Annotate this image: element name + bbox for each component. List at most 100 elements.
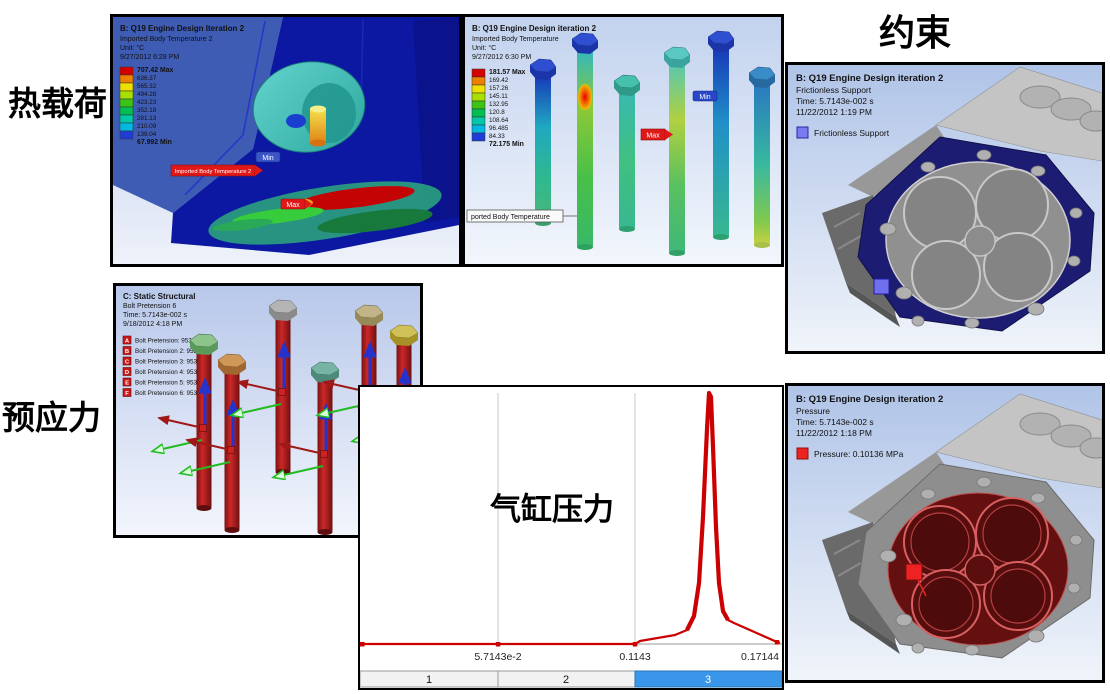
svg-text:F: F — [125, 391, 129, 397]
svg-text:Imported Body Temperature: Imported Body Temperature — [472, 36, 559, 43]
svg-text:9/27/2012 6:30 PM: 9/27/2012 6:30 PM — [472, 54, 531, 61]
svg-text:108.64: 108.64 — [489, 117, 509, 124]
svg-text:67.992 Min: 67.992 Min — [137, 139, 172, 146]
bolt-holes — [879, 476, 1083, 656]
pressure-load-render: B: Q19 Engine Design iteration 2 Pressur… — [788, 386, 1102, 680]
svg-text:Imported Body Temperature 2: Imported Body Temperature 2 — [175, 169, 252, 175]
svg-text:A: A — [125, 338, 130, 344]
svg-text:B: Q19 Engine Design iteration: B: Q19 Engine Design iteration 2 — [796, 394, 943, 405]
result-header: B: Q19 Engine Design iteration 2 Frictio… — [796, 73, 943, 117]
cylinder-head-model — [822, 66, 1102, 332]
label-cylinder-pressure: 气缸压力 — [490, 492, 614, 527]
valve-guide — [310, 109, 326, 143]
svg-text:Frictionless Support: Frictionless Support — [796, 85, 872, 95]
svg-text:96.485: 96.485 — [489, 125, 509, 132]
svg-text:72.175 Min: 72.175 Min — [489, 141, 524, 148]
svg-text:181.57 Max: 181.57 Max — [489, 69, 526, 76]
max-badge: Max — [280, 198, 312, 210]
svg-text:C: C — [125, 359, 130, 365]
probe-tag: Imported Body Temperature 2 — [170, 164, 263, 177]
result-header: C: Static Structural Bolt Pretension 6 T… — [123, 292, 195, 328]
svg-text:0.17144: 0.17144 — [741, 651, 779, 663]
max-temp-region — [295, 186, 415, 210]
svg-text:Bolt Pretension 2: 95396 N: Bolt Pretension 2: 95396 N — [135, 348, 211, 355]
bolt-4 — [663, 46, 691, 256]
svg-text:120.8: 120.8 — [489, 109, 505, 116]
bolt-3 — [613, 74, 641, 232]
svg-text:Pressure: Pressure — [796, 406, 830, 416]
frictionless-support-render: B: Q19 Engine Design iteration 2 Frictio… — [788, 65, 1102, 351]
hot-spot — [578, 84, 592, 110]
label-constraint: 约束 — [879, 12, 952, 53]
support-marker — [873, 278, 890, 295]
panel-thermal-block-screenshot: Min Imported Body Temperature 2 Max B: Q… — [110, 14, 462, 267]
svg-text:ported Body Temperature: ported Body Temperature — [471, 214, 550, 221]
svg-text:0.1143: 0.1143 — [619, 651, 650, 663]
svg-text:B: B — [125, 349, 129, 355]
svg-text:Bolt Pretension 6: Bolt Pretension 6 — [123, 303, 176, 310]
pretension-legend: A Bolt Pretension: 95396 N B Bolt Preten… — [122, 335, 211, 397]
svg-text:B: Q19 Engine Design iteration: B: Q19 Engine Design iteration 2 — [796, 73, 943, 84]
svg-text:352.18: 352.18 — [137, 107, 157, 114]
svg-text:Bolt Pretension: 95396 N: Bolt Pretension: 95396 N — [135, 338, 205, 345]
svg-text:210.09: 210.09 — [137, 123, 157, 130]
panel-frictionless-support-screenshot: B: Q19 Engine Design iteration 2 Frictio… — [785, 62, 1105, 354]
combustion-cavity — [252, 61, 366, 153]
svg-text:B: Q19 Engine Design iteration: B: Q19 Engine Design iteration 2 — [472, 24, 597, 33]
svg-text:Bolt Pretension 4: 95396 N: Bolt Pretension 4: 95396 N — [135, 369, 211, 376]
pressure-marker — [905, 563, 923, 581]
legend-item: Pressure: 0.10136 MPa — [796, 447, 904, 460]
svg-text:132.95: 132.95 — [489, 101, 509, 108]
cylinder-head-model — [822, 393, 1102, 659]
chart-background — [360, 387, 782, 688]
svg-text:494.28: 494.28 — [137, 91, 157, 98]
min-badge: Min — [692, 90, 718, 102]
svg-text:Time: 5.7143e-002 s: Time: 5.7143e-002 s — [123, 312, 187, 319]
pressure-time-chart: 5.7143e-2 0.1143 0.17144 1 2 3 — [360, 387, 782, 688]
svg-text:B: Q19 Engine Design Iteration: B: Q19 Engine Design Iteration 2 — [120, 24, 245, 33]
svg-text:Time: 5.7143e-002 s: Time: 5.7143e-002 s — [796, 417, 874, 427]
svg-text:565.32: 565.32 — [137, 83, 157, 90]
svg-text:11/22/2012 1:18 PM: 11/22/2012 1:18 PM — [796, 428, 872, 438]
label-preload: 预应力 — [2, 399, 101, 436]
svg-text:D: D — [125, 370, 129, 376]
svg-text:9/27/2012 6:28 PM: 9/27/2012 6:28 PM — [120, 54, 179, 61]
svg-text:3: 3 — [705, 674, 711, 686]
load-step-band: 1 2 3 — [360, 670, 782, 688]
svg-text:Imported Body Temperature 2: Imported Body Temperature 2 — [120, 36, 213, 43]
svg-text:2: 2 — [563, 674, 569, 686]
svg-text:5.7143e-2: 5.7143e-2 — [474, 651, 521, 663]
svg-text:Frictionless Support: Frictionless Support — [814, 128, 890, 138]
svg-text:11/22/2012 1:19 PM: 11/22/2012 1:19 PM — [796, 107, 872, 117]
bolt-holes — [879, 149, 1083, 329]
panel-thermal-bolts-screenshot: Min Max ported Body Temperature B: Q19 E… — [462, 14, 784, 267]
min-badge: Min — [255, 151, 281, 163]
max-badge: Max — [640, 128, 673, 141]
x-axis-tick-labels: 5.7143e-2 0.1143 0.17144 — [474, 651, 779, 663]
svg-text:Min: Min — [699, 94, 710, 101]
result-header: B: Q19 Engine Design iteration 2 Pressur… — [796, 394, 943, 438]
svg-text:139.04: 139.04 — [137, 131, 157, 138]
svg-text:281.13: 281.13 — [137, 115, 157, 122]
svg-text:84.33: 84.33 — [489, 133, 505, 140]
temperature-legend: 181.57 Max 169.42 157.26 145.11 132.95 1… — [471, 68, 526, 148]
svg-text:Bolt Pretension 3: 95396 N: Bolt Pretension 3: 95396 N — [135, 359, 211, 366]
svg-text:Unit: °C: Unit: °C — [120, 44, 144, 52]
label-thermal-load: 热载荷 — [8, 85, 107, 122]
svg-text:C: Static Structural: C: Static Structural — [123, 292, 195, 301]
svg-text:707.42 Max: 707.42 Max — [137, 67, 174, 74]
svg-text:Min: Min — [262, 155, 273, 162]
panel-pressure-chart: 5.7143e-2 0.1143 0.17144 1 2 3 — [358, 385, 784, 690]
result-header: B: Q19 Engine Design iteration 2 Importe… — [472, 24, 597, 61]
thermal-bolts-render: Min Max ported Body Temperature B: Q19 E… — [465, 17, 781, 264]
svg-text:Max: Max — [646, 132, 660, 139]
svg-text:Bolt Pretension 6: 95396 N: Bolt Pretension 6: 95396 N — [135, 390, 211, 397]
svg-text:Unit: °C: Unit: °C — [472, 44, 496, 52]
pressure-series-line — [360, 390, 781, 647]
svg-text:636.37: 636.37 — [137, 75, 157, 82]
svg-text:Bolt Pretension 5: 95396 N: Bolt Pretension 5: 95396 N — [135, 380, 211, 387]
bolt-2 — [571, 32, 599, 250]
svg-text:145.11: 145.11 — [489, 93, 508, 100]
bolt-6 — [748, 66, 776, 248]
